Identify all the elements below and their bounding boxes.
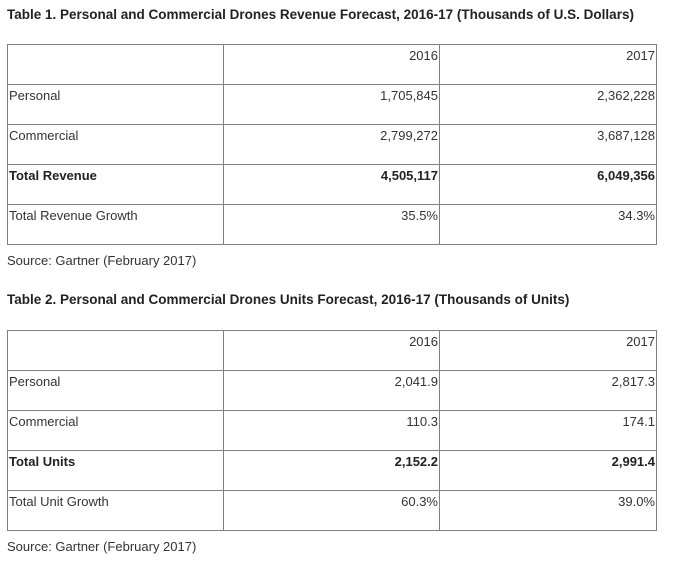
- header-cell-2016: 2016: [223, 44, 440, 85]
- table-row: Total Revenue Growth 35.5% 34.3%: [7, 204, 657, 245]
- table-header-row: 2016 2017: [7, 330, 657, 371]
- row-label: Personal: [7, 370, 224, 411]
- row-label: Commercial: [7, 410, 224, 451]
- header-cell: [7, 44, 224, 85]
- table-2-title: Table 2. Personal and Commercial Drones …: [7, 292, 570, 307]
- cell-2016: 1,705,845: [223, 84, 440, 125]
- header-cell: [7, 330, 224, 371]
- header-cell-2016: 2016: [223, 330, 440, 371]
- table-header-row: 2016 2017: [7, 44, 657, 85]
- cell-2016: 4,505,117: [223, 164, 440, 205]
- table-row: Personal 2,041.9 2,817.3: [7, 370, 657, 411]
- row-label: Total Units: [7, 450, 224, 491]
- revenue-forecast-table: 2016 2017 Personal 1,705,845 2,362,228 C…: [7, 44, 657, 245]
- total-row: Total Revenue 4,505,117 6,049,356: [7, 164, 657, 205]
- cell-2017: 3,687,128: [439, 124, 657, 165]
- cell-2016: 2,152.2: [223, 450, 440, 491]
- table-row: Commercial 110.3 174.1: [7, 410, 657, 451]
- cell-2017: 2,817.3: [439, 370, 657, 411]
- header-cell-2017: 2017: [439, 330, 657, 371]
- cell-2016: 2,799,272: [223, 124, 440, 165]
- table-1-title: Table 1. Personal and Commercial Drones …: [7, 7, 634, 22]
- units-forecast-table: 2016 2017 Personal 2,041.9 2,817.3 Comme…: [7, 330, 657, 531]
- row-label: Commercial: [7, 124, 224, 165]
- table-row: Commercial 2,799,272 3,687,128: [7, 124, 657, 165]
- row-label: Total Revenue Growth: [7, 204, 224, 245]
- table-2-source: Source: Gartner (February 2017): [7, 539, 197, 554]
- cell-2016: 2,041.9: [223, 370, 440, 411]
- cell-2017: 39.0%: [439, 490, 657, 531]
- table-row: Personal 1,705,845 2,362,228: [7, 84, 657, 125]
- table-1-source: Source: Gartner (February 2017): [7, 253, 197, 268]
- row-label: Total Unit Growth: [7, 490, 224, 531]
- cell-2017: 2,362,228: [439, 84, 657, 125]
- total-row: Total Units 2,152.2 2,991.4: [7, 450, 657, 491]
- cell-2017: 174.1: [439, 410, 657, 451]
- cell-2016: 35.5%: [223, 204, 440, 245]
- header-cell-2017: 2017: [439, 44, 657, 85]
- row-label: Total Revenue: [7, 164, 224, 205]
- cell-2016: 60.3%: [223, 490, 440, 531]
- cell-2017: 2,991.4: [439, 450, 657, 491]
- cell-2016: 110.3: [223, 410, 440, 451]
- table-row: Total Unit Growth 60.3% 39.0%: [7, 490, 657, 531]
- cell-2017: 34.3%: [439, 204, 657, 245]
- cell-2017: 6,049,356: [439, 164, 657, 205]
- row-label: Personal: [7, 84, 224, 125]
